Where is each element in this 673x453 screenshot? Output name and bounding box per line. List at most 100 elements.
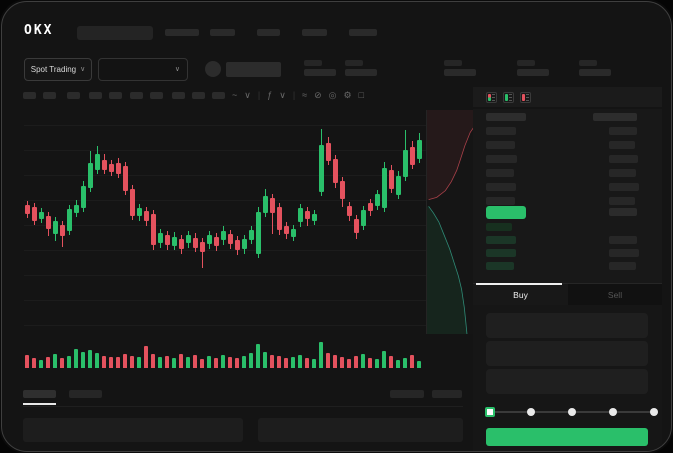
camera-icon[interactable]: ◎ — [328, 90, 337, 100]
orderbook-col-header-price — [486, 113, 526, 121]
pair-selector-dropdown[interactable]: ∨ — [98, 58, 188, 81]
bottom-tab-placeholder[interactable] — [69, 390, 102, 398]
candle-body — [179, 239, 184, 249]
gridline — [24, 125, 464, 126]
volume-bar — [417, 361, 421, 368]
buy-tab-label: Buy — [513, 290, 528, 300]
slider-stop[interactable] — [527, 408, 535, 416]
tab-buy[interactable]: Buy — [473, 283, 568, 306]
timeframe-button[interactable] — [43, 92, 56, 99]
volume-bar — [277, 356, 281, 368]
slider-stop[interactable] — [568, 408, 576, 416]
candle-body — [200, 242, 205, 252]
candle-wick — [202, 238, 203, 268]
order-input-field[interactable] — [486, 341, 648, 366]
fullscreen-icon[interactable]: □ — [358, 90, 365, 100]
gridline — [24, 225, 464, 226]
bottom-tab-placeholder[interactable] — [23, 390, 56, 398]
stat-label-placeholder — [444, 60, 462, 66]
volume-bar — [249, 353, 253, 368]
candle-body — [417, 140, 422, 159]
bottom-action-placeholder[interactable] — [432, 390, 462, 398]
nav-item-placeholder[interactable] — [257, 29, 280, 36]
magnet-icon[interactable]: ⊘ — [314, 90, 322, 100]
last-price-badge[interactable] — [486, 206, 526, 219]
volume-bar — [319, 342, 323, 368]
bid-amount-placeholder — [609, 262, 636, 270]
timeframe-button[interactable] — [192, 92, 205, 99]
volume-bar — [95, 353, 99, 368]
tab-sell[interactable]: Sell — [568, 284, 662, 306]
bid-price-placeholder[interactable] — [486, 236, 516, 244]
ask-price-placeholder[interactable] — [486, 127, 516, 135]
candle-type-icon[interactable]: ~ — [232, 90, 238, 100]
timeframe-button[interactable] — [150, 92, 163, 99]
chevron-down-icon[interactable]: ∨ — [279, 90, 286, 100]
candle-body — [60, 225, 65, 236]
line-tool-icon[interactable]: ≈ — [302, 90, 308, 100]
order-input-field[interactable] — [486, 369, 648, 394]
candle-body — [403, 150, 408, 177]
gridline — [24, 150, 464, 151]
okx-logo: OKX — [24, 23, 54, 38]
ask-price-placeholder[interactable] — [486, 169, 514, 177]
volume-bar — [60, 358, 64, 368]
timeframe-button[interactable] — [172, 92, 185, 99]
nav-item-placeholder[interactable] — [349, 29, 377, 36]
market-type-label: Spot Trading — [30, 65, 77, 74]
trade-tabs: Buy Sell — [473, 283, 662, 306]
candle-body — [130, 189, 135, 216]
volume-bar — [116, 357, 120, 368]
nav-item-placeholder[interactable] — [302, 29, 327, 36]
last-amount-placeholder — [609, 208, 637, 216]
ask-price-placeholder[interactable] — [486, 155, 517, 163]
ask-price-placeholder[interactable] — [486, 197, 515, 205]
ask-price-placeholder[interactable] — [486, 183, 516, 191]
timeframe-button[interactable] — [109, 92, 122, 99]
slider-handle[interactable] — [485, 407, 495, 417]
slider-stop[interactable] — [650, 408, 658, 416]
bottom-action-placeholder[interactable] — [390, 390, 424, 398]
order-input-field[interactable] — [486, 313, 648, 338]
volume-bar — [144, 346, 148, 368]
orderbook-asks-icon[interactable] — [520, 92, 531, 103]
bid-price-placeholder[interactable] — [486, 223, 512, 231]
bid-price-placeholder[interactable] — [486, 262, 514, 270]
stat-value-placeholder — [304, 69, 336, 76]
candle-body — [242, 239, 247, 249]
timeframe-button[interactable] — [130, 92, 143, 99]
ask-price-placeholder[interactable] — [486, 141, 515, 149]
volume-bar — [242, 356, 246, 368]
volume-bar — [158, 357, 162, 368]
candle-body — [32, 207, 37, 221]
chart-tools: ~ ∨ | ƒ ∨ | ≈ ⊘ ◎ ⚙ □ — [232, 89, 364, 101]
volume-bar — [102, 356, 106, 368]
slider-stop[interactable] — [609, 408, 617, 416]
market-type-selector[interactable]: Spot Trading ∨ — [24, 58, 92, 81]
timeframe-button[interactable] — [23, 92, 36, 99]
chevron-down-icon[interactable]: ∨ — [244, 90, 251, 100]
orderbook-both-icon[interactable] — [486, 92, 497, 103]
nav-item-placeholder[interactable] — [210, 29, 235, 36]
bottom-content-panel — [23, 418, 243, 442]
indicators-icon[interactable]: ƒ — [267, 90, 273, 100]
timeframe-button[interactable] — [67, 92, 80, 99]
candle-body — [277, 207, 282, 230]
candle-body — [102, 160, 107, 170]
timeframe-button[interactable] — [212, 92, 225, 99]
buy-submit-button[interactable] — [486, 428, 648, 446]
timeframe-button[interactable] — [89, 92, 102, 99]
nav-item-placeholder[interactable] — [165, 29, 199, 36]
candle-body — [305, 211, 310, 219]
settings-gear-icon[interactable]: ⚙ — [343, 90, 352, 100]
candle-body — [109, 164, 114, 172]
orderbook-bids-icon[interactable] — [503, 92, 514, 103]
gridline — [24, 300, 464, 301]
bid-price-placeholder[interactable] — [486, 249, 516, 257]
ask-amount-placeholder — [609, 155, 638, 163]
volume-bar — [326, 353, 330, 368]
candle-body — [270, 198, 275, 213]
search-input[interactable] — [77, 26, 153, 40]
volume-bar — [172, 358, 176, 368]
